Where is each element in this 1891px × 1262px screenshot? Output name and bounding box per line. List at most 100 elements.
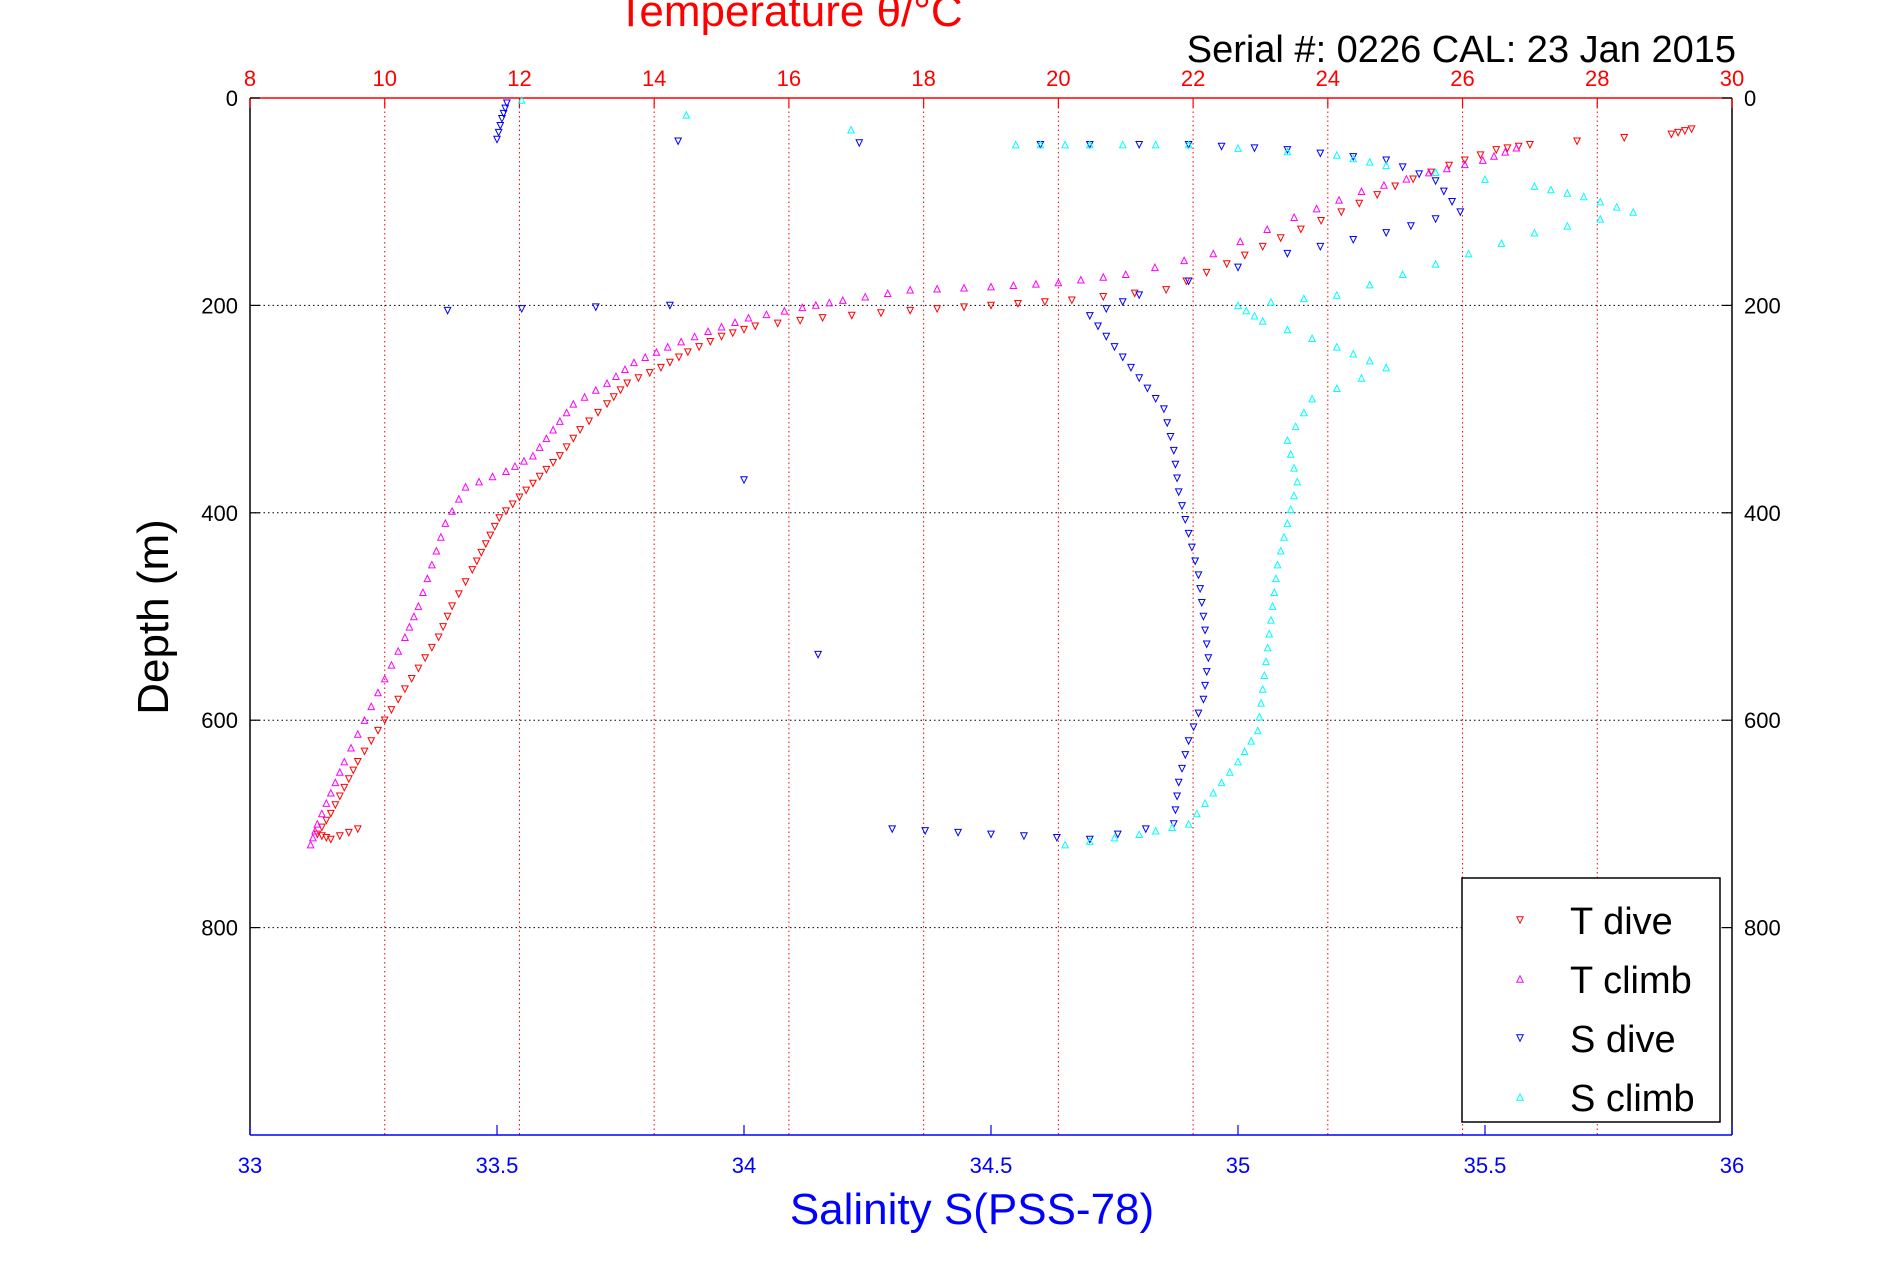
top-tick-label: 20 (1046, 66, 1070, 91)
data-point-interp (510, 461, 519, 470)
data-point-interp (400, 685, 409, 694)
data-point-interp (695, 343, 704, 352)
data-point-interp (1126, 363, 1135, 372)
data-point-interp (1373, 191, 1382, 200)
data-point-interp (677, 337, 686, 346)
data-point-interp (461, 578, 470, 587)
data-point-interp (634, 374, 643, 383)
data-point (1263, 643, 1272, 652)
data-point (1332, 150, 1341, 159)
data-point-interp (883, 288, 892, 298)
bottom-tick-label: 34.5 (970, 1153, 1013, 1178)
data-point (838, 295, 847, 304)
data-point-interp (1349, 153, 1358, 162)
data-point-interp (1402, 174, 1411, 183)
data-point (394, 695, 403, 704)
data-point-interp (1151, 395, 1160, 404)
data-point (1290, 212, 1299, 221)
data-point-interp (454, 494, 463, 503)
data-point-interp (717, 322, 726, 331)
data-point (603, 400, 612, 409)
data-point-interp (1240, 746, 1249, 756)
data-point-interp (501, 104, 510, 113)
data-point (434, 633, 443, 642)
data-point-interp (409, 612, 418, 621)
data-point-interp (387, 706, 396, 715)
data-point-interp (508, 500, 517, 509)
data-point-interp (1242, 306, 1251, 315)
data-point (576, 426, 585, 435)
data-point-interp (1335, 195, 1344, 204)
data-point-interp (1202, 640, 1211, 649)
data-point-interp (1189, 723, 1198, 732)
data-point (1184, 529, 1193, 538)
data-point-interp (1085, 836, 1094, 845)
data-point (1121, 269, 1130, 278)
data-point-interp (1431, 168, 1440, 177)
data-point (663, 342, 672, 351)
data-point-interp (1052, 834, 1061, 843)
top-tick-label: 16 (777, 66, 801, 91)
data-point (373, 726, 382, 735)
data-point-interp (317, 809, 326, 818)
data-point-interp (1270, 587, 1279, 597)
data-point-interp (1406, 222, 1415, 231)
data-point-interp (612, 371, 621, 380)
data-point-interp (1415, 170, 1424, 179)
data-point-interp (1286, 449, 1295, 458)
data-point-interp (1247, 736, 1256, 745)
data-point-interp (1355, 199, 1364, 208)
right-tick-label: 600 (1744, 708, 1781, 733)
data-point (1011, 140, 1020, 149)
data-point (515, 493, 524, 502)
legend-marker (1515, 974, 1525, 983)
legend-label: T dive (1570, 901, 1673, 943)
data-point (1174, 778, 1183, 787)
data-point (306, 840, 315, 849)
data-point-interp (1266, 297, 1275, 306)
data-point-interp (1197, 598, 1206, 607)
data-point-interp (1013, 299, 1022, 308)
data-point-interp (427, 643, 436, 652)
data-point-interp (1202, 268, 1211, 277)
data-point-interp (1620, 134, 1629, 143)
top-tick-label: 28 (1585, 66, 1609, 91)
data-point-interp (1118, 353, 1127, 362)
data-point (1512, 143, 1521, 152)
data-point (326, 809, 335, 818)
data-point-interp (762, 310, 771, 319)
data-point (1067, 296, 1076, 305)
data-point-interp (1173, 792, 1182, 801)
data-point (1162, 286, 1171, 295)
data-point-interp (490, 522, 499, 531)
top-tick-label: 24 (1316, 66, 1340, 91)
data-point-interp (1501, 147, 1510, 156)
data-point (1199, 612, 1208, 621)
data-point-interp (1173, 474, 1182, 483)
data-point-interp (1299, 408, 1308, 417)
data-point-interp (347, 743, 356, 752)
data-point-interp (1316, 149, 1325, 158)
top-tick-label: 14 (642, 66, 666, 91)
data-point (555, 452, 564, 461)
data-point-interp (353, 729, 362, 738)
data-point (443, 306, 452, 315)
data-point-interp (1427, 168, 1436, 177)
data-point (1283, 146, 1292, 155)
data-point-interp (421, 654, 430, 663)
data-point-interp (652, 347, 661, 356)
data-point-interp (1283, 325, 1292, 334)
data-point-interp (1317, 217, 1326, 226)
data-point-interp (1299, 294, 1308, 303)
data-point-interp (933, 305, 942, 314)
data-point (623, 379, 632, 388)
data-point (1085, 140, 1094, 149)
data-point-interp (1040, 298, 1049, 307)
data-point-interp (494, 128, 503, 137)
data-point-interp (1296, 225, 1305, 234)
data-point (1209, 249, 1218, 258)
data-point-interp (562, 408, 571, 417)
data-point (1199, 695, 1208, 704)
data-point-interp (847, 311, 856, 320)
